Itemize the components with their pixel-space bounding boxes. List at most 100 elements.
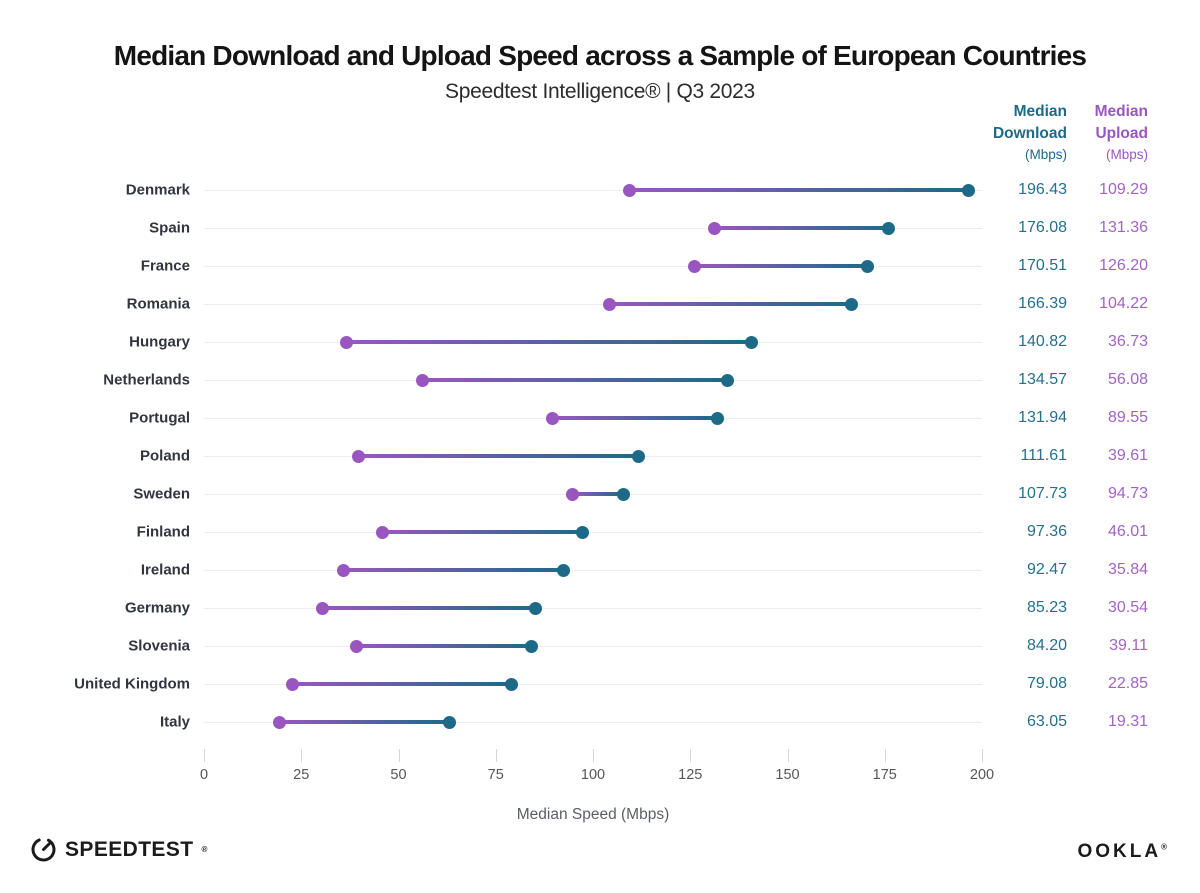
upload-value: 39.11 — [1109, 637, 1148, 654]
download-dot — [844, 297, 858, 311]
chart-title: Median Download and Upload Speed across … — [113, 40, 1087, 71]
dumbbell-line — [343, 568, 564, 572]
download-value: 63.05 — [1026, 713, 1067, 730]
chart-row: Netherlands 134.57 56.08 — [0, 361, 1200, 399]
row-gridline — [204, 304, 982, 305]
download-dot — [631, 449, 645, 463]
download-column-header-line1: Median — [1013, 103, 1067, 120]
download-value: 107.73 — [1018, 485, 1067, 502]
row-gridline — [204, 532, 982, 533]
download-value: 79.08 — [1026, 675, 1067, 692]
country-label: United Kingdom — [74, 675, 190, 693]
dumbbell-line — [694, 264, 868, 268]
download-dot — [961, 183, 975, 197]
upload-dot — [340, 335, 354, 349]
country-label: Portugal — [129, 409, 190, 427]
chart-row: Sweden 107.73 94.73 — [0, 475, 1200, 513]
axis-tick-label: 125 — [678, 767, 703, 783]
download-value: 176.08 — [1018, 219, 1067, 236]
upload-column-header-unit: (Mbps) — [1105, 147, 1148, 162]
dumbbell-line — [714, 226, 889, 230]
country-label: Poland — [139, 447, 190, 465]
axis-tick-label: 175 — [872, 767, 897, 783]
upload-column-header-line1: Median — [1094, 103, 1148, 120]
country-label: Denmark — [125, 181, 190, 199]
upload-dot — [376, 525, 390, 539]
country-label: France — [140, 257, 190, 275]
axis-tick-mark — [593, 749, 594, 762]
chart-row: Finland 97.36 46.01 — [0, 513, 1200, 551]
upload-dot — [602, 297, 616, 311]
download-value: 134.57 — [1018, 371, 1067, 388]
chart-row: United Kingdom 79.08 22.85 — [0, 665, 1200, 703]
speedtest-trademark: ® — [201, 845, 208, 854]
download-value: 140.82 — [1018, 333, 1067, 350]
download-dot — [529, 601, 543, 615]
upload-value: 109.29 — [1099, 181, 1148, 198]
download-dot — [505, 677, 519, 691]
axis-tick-mark — [398, 749, 400, 762]
upload-value: 46.01 — [1107, 523, 1148, 540]
dumbbell-line — [382, 530, 583, 534]
download-value: 111.61 — [1020, 447, 1067, 464]
upload-dot — [622, 183, 636, 197]
upload-value: 36.73 — [1107, 333, 1148, 350]
download-value: 166.39 — [1018, 295, 1067, 312]
chart-row: Hungary 140.82 36.73 — [0, 323, 1200, 361]
download-column-header: Median Download (Mbps) — [993, 101, 1067, 165]
row-gridline — [204, 646, 982, 647]
axis-tick-mark — [495, 749, 497, 762]
chart-row: Portugal 131.94 89.55 — [0, 399, 1200, 437]
upload-value: 22.85 — [1107, 675, 1148, 692]
dumbbell-line — [322, 606, 536, 610]
row-gridline — [204, 228, 982, 229]
dumbbell-line — [422, 378, 728, 382]
chart-row: Romania 166.39 104.22 — [0, 285, 1200, 323]
download-value: 170.51 — [1018, 257, 1067, 274]
row-gridline — [204, 570, 982, 571]
country-label: Finland — [136, 523, 190, 541]
upload-dot — [272, 715, 286, 729]
axis-tick-mark — [787, 749, 789, 762]
axis-tick-mark — [982, 749, 983, 762]
download-dot — [616, 487, 630, 501]
axis-tick-label: 200 — [969, 767, 995, 783]
upload-value: 56.08 — [1107, 371, 1148, 388]
country-label: Germany — [124, 599, 190, 617]
dumbbell-line — [346, 340, 752, 344]
chart-row: France 170.51 126.20 — [0, 247, 1200, 285]
download-value: 97.36 — [1026, 523, 1067, 540]
download-dot — [860, 259, 874, 273]
upload-value: 35.84 — [1107, 561, 1148, 578]
dumbbell-line — [358, 454, 639, 458]
upload-dot — [351, 449, 365, 463]
upload-value: 131.36 — [1099, 219, 1148, 236]
download-column-header-unit: (Mbps) — [1024, 147, 1067, 162]
upload-dot — [349, 639, 363, 653]
chart-row: Germany 85.23 30.54 — [0, 589, 1200, 627]
row-gridline — [204, 722, 982, 723]
axis-tick-label: 0 — [199, 767, 209, 783]
x-axis-label: Median Speed (Mbps) — [516, 806, 670, 823]
country-label: Slovenia — [128, 637, 190, 655]
axis-tick-label: 25 — [293, 767, 310, 783]
upload-dot — [708, 221, 722, 235]
ookla-logo: OOKLA® — [1077, 841, 1170, 863]
download-value: 85.23 — [1026, 599, 1067, 616]
upload-value: 104.22 — [1099, 295, 1148, 312]
speedtest-logo: SPEEDTEST ® — [30, 836, 207, 863]
dumbbell-line — [292, 682, 512, 686]
country-label: Spain — [149, 219, 190, 237]
chart-row: Poland 111.61 39.61 — [0, 437, 1200, 475]
download-dot — [720, 373, 734, 387]
upload-dot — [336, 563, 350, 577]
download-dot — [525, 639, 539, 653]
download-column-header-line2: Download — [992, 125, 1067, 142]
country-label: Italy — [159, 713, 190, 731]
axis-tick-mark — [690, 749, 692, 762]
chart-row: Ireland 92.47 35.84 — [0, 551, 1200, 589]
axis-tick-label: 100 — [580, 767, 606, 783]
chart-row: Spain 176.08 131.36 — [0, 209, 1200, 247]
dumbbell-line — [552, 416, 718, 420]
